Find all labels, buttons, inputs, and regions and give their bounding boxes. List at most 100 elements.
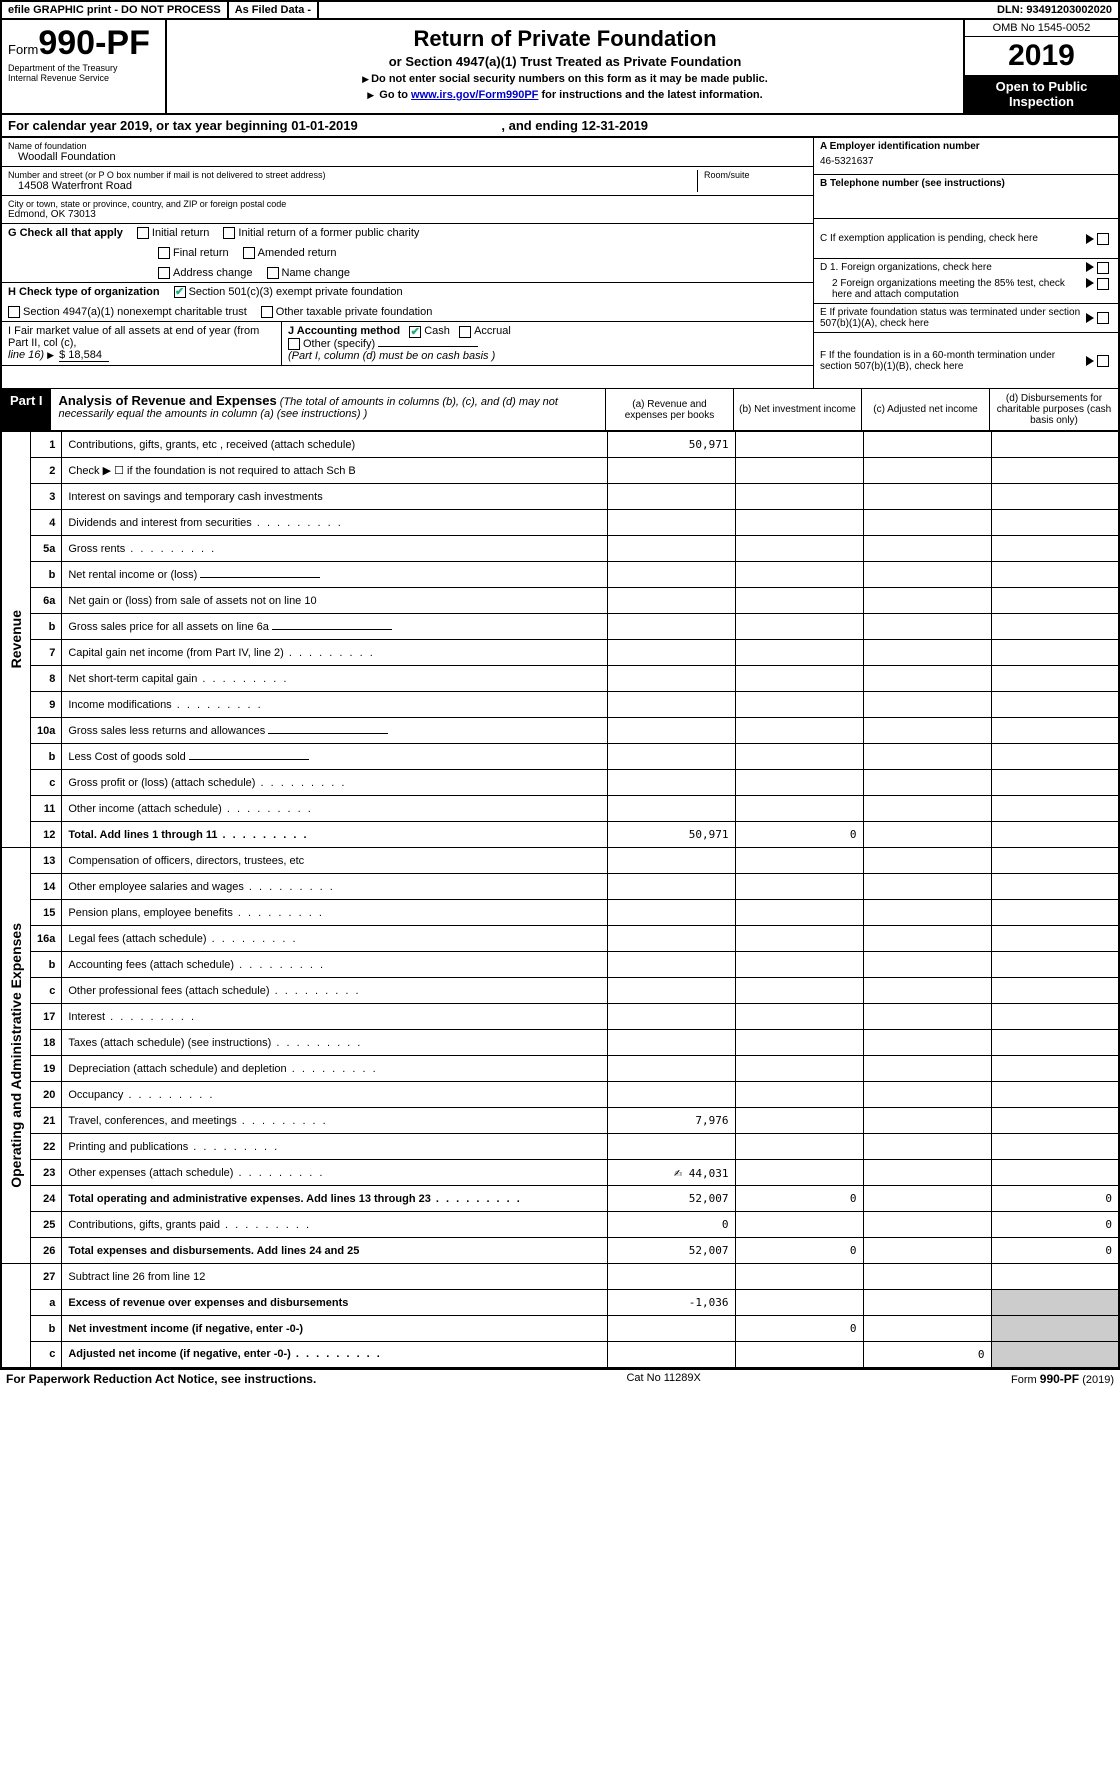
table-row: 12Total. Add lines 1 through 1150,9710 [1,822,1119,848]
col-a-value [607,1030,735,1056]
col-b-value: 0 [735,1186,863,1212]
initial-return-checkbox[interactable] [137,227,149,239]
part-1-table: Revenue1Contributions, gifts, grants, et… [0,431,1120,1369]
col-a-value [607,978,735,1004]
col-c-value [863,1186,991,1212]
col-b-value [735,562,863,588]
d-cell: D 1. Foreign organizations, check here 2… [814,259,1118,304]
col-c-value [863,484,991,510]
col-d-value [991,1056,1119,1082]
line-desc: Pension plans, employee benefits [62,900,607,926]
e-checkbox[interactable] [1097,312,1109,324]
room-suite-label: Room/suite [697,170,807,192]
col-a-value: ✍ 44,031 [607,1160,735,1186]
col-d-value: 0 [991,1212,1119,1238]
table-row: bLess Cost of goods sold [1,744,1119,770]
col-a-value [607,874,735,900]
col-b-value [735,900,863,926]
amended-return-checkbox[interactable] [243,247,255,259]
col-d-value [991,900,1119,926]
foundation-info: Name of foundation Woodall Foundation Nu… [0,138,1120,388]
col-d-value [991,484,1119,510]
line-desc: Compensation of officers, directors, tru… [62,848,607,874]
col-b-value [735,1030,863,1056]
col-d-value [991,874,1119,900]
cal-end: 12-31-2019 [582,118,649,133]
line-desc: Total. Add lines 1 through 11 [62,822,607,848]
col-a-value [607,510,735,536]
col-b-value [735,432,863,458]
col-b-value [735,796,863,822]
col-a-value [607,458,735,484]
col-b-value [735,640,863,666]
col-a-value [607,1056,735,1082]
i-line: line 16) [8,349,44,361]
line-desc: Excess of revenue over expenses and disb… [62,1290,607,1316]
phone-cell: B Telephone number (see instructions) [814,175,1118,219]
table-row: 24Total operating and administrative exp… [1,1186,1119,1212]
line-desc: Total operating and administrative expen… [62,1186,607,1212]
line-desc: Interest on savings and temporary cash i… [62,484,607,510]
i-value: $ 18,584 [59,349,109,362]
form-header: Form990-PF Department of the Treasury In… [0,20,1120,115]
dept-line-1: Department of the Treasury [8,63,159,73]
attachment-icon[interactable]: ✍ [674,1165,682,1181]
table-row: 22Printing and publications [1,1134,1119,1160]
final-return-checkbox[interactable] [158,247,170,259]
address-change-checkbox[interactable] [158,267,170,279]
col-d-value [991,1160,1119,1186]
d1-checkbox[interactable] [1097,262,1109,274]
col-c-head: (c) Adjusted net income [862,389,990,430]
f-checkbox[interactable] [1097,355,1109,367]
table-row: 19Depreciation (attach schedule) and dep… [1,1056,1119,1082]
col-a-value [607,1134,735,1160]
col-c-value [863,1082,991,1108]
col-a-value [607,770,735,796]
table-row: Operating and Administrative Expenses13C… [1,848,1119,874]
col-b-value [735,1056,863,1082]
instructions-link[interactable]: www.irs.gov/Form990PF [411,89,538,101]
part-1-header: Part I Analysis of Revenue and Expenses … [0,388,1120,431]
col-c-value [863,588,991,614]
501c3-checkbox[interactable] [174,286,186,298]
cash-checkbox[interactable] [409,326,421,338]
other-taxable-checkbox[interactable] [261,306,273,318]
col-c-value [863,744,991,770]
other-method-checkbox[interactable] [288,338,300,350]
col-c-value [863,952,991,978]
c-checkbox[interactable] [1097,233,1109,245]
col-d-value [991,770,1119,796]
accrual-checkbox[interactable] [459,326,471,338]
i-label: I Fair market value of all assets at end… [8,325,259,349]
col-c-value [863,822,991,848]
j-note: (Part I, column (d) must be on cash basi… [288,350,495,362]
col-c-value [863,510,991,536]
col-b-value [735,458,863,484]
page-footer: For Paperwork Reduction Act Notice, see … [0,1369,1120,1388]
line-desc: Total expenses and disbursements. Add li… [62,1238,607,1264]
col-d-value [991,848,1119,874]
ein-label: A Employer identification number [820,141,980,152]
table-row: 14Other employee salaries and wages [1,874,1119,900]
form-title: Return of Private Foundation [173,26,957,52]
col-d-value [991,640,1119,666]
form-word: Form [8,42,38,57]
d2-checkbox[interactable] [1097,278,1109,290]
city-cell: City or town, state or province, country… [2,196,813,224]
col-b-value [735,952,863,978]
col-d-value: 0 [991,1186,1119,1212]
c-cell: C If exemption application is pending, c… [814,219,1118,259]
line-desc: Net rental income or (loss) [62,562,607,588]
col-a-value [607,952,735,978]
table-row: cOther professional fees (attach schedul… [1,978,1119,1004]
initial-former-checkbox[interactable] [223,227,235,239]
j-label: J Accounting method [288,325,400,337]
form-number: 990-PF [38,24,150,62]
name-change-checkbox[interactable] [267,267,279,279]
table-row: 9Income modifications [1,692,1119,718]
phone-label: B Telephone number (see instructions) [820,178,1005,189]
line-desc: Subtract line 26 from line 12 [62,1264,607,1290]
col-c-value [863,900,991,926]
form-identity: Form990-PF Department of the Treasury In… [2,20,167,113]
4947a1-checkbox[interactable] [8,306,20,318]
